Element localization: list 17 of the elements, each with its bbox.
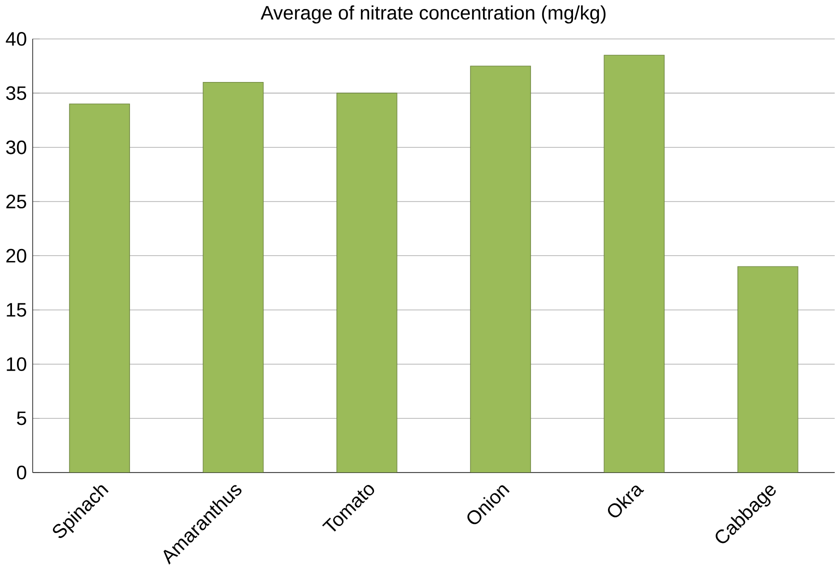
y-tick-label: 0 bbox=[16, 465, 26, 480]
bar bbox=[470, 66, 531, 472]
y-tick-label: 35 bbox=[6, 86, 26, 100]
x-tick-label: Okra bbox=[608, 485, 644, 518]
y-tick-label: 25 bbox=[6, 194, 26, 208]
bar bbox=[202, 82, 264, 472]
chart-title: Average of nitrate concentration (mg/kg) bbox=[260, 5, 606, 24]
y-tick-label: 10 bbox=[6, 357, 26, 371]
y-tick-label: 30 bbox=[6, 140, 26, 154]
y-tick-label: 5 bbox=[16, 411, 26, 425]
y-tick-label: 20 bbox=[6, 248, 26, 262]
bar bbox=[737, 266, 798, 472]
bar bbox=[604, 54, 665, 472]
bar bbox=[336, 92, 398, 472]
y-tick-label: 15 bbox=[6, 302, 26, 317]
y-tick-label: 40 bbox=[6, 32, 26, 46]
bar bbox=[69, 103, 130, 472]
